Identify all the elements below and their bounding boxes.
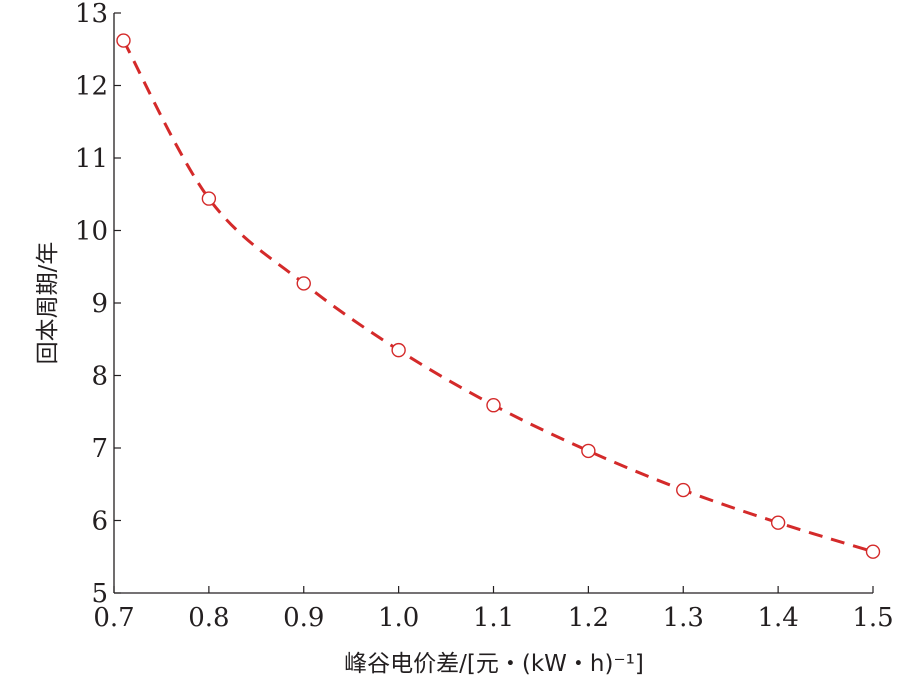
y-tick-label: 13 — [75, 0, 108, 29]
y-tick-label: 10 — [75, 217, 108, 247]
series-markers — [116, 33, 881, 559]
x-tick-label: 1.3 — [663, 603, 704, 633]
x-tick-label: 0.9 — [283, 603, 324, 633]
data-point — [486, 398, 501, 413]
y-tick-label: 9 — [91, 289, 108, 319]
x-tick-label: 0.8 — [188, 603, 229, 633]
data-point — [201, 191, 217, 206]
data-point — [676, 482, 691, 498]
x-tick-label: 1.0 — [378, 603, 419, 633]
y-tick-label: 12 — [75, 72, 108, 102]
x-tick-label: 1.5 — [852, 603, 893, 633]
y-tick-label: 6 — [91, 507, 108, 537]
data-point — [865, 544, 881, 559]
data-point — [770, 515, 786, 530]
x-tick-label: 0.7 — [93, 603, 134, 633]
data-point — [116, 33, 131, 48]
series-line — [122, 39, 874, 554]
plot-area — [113, 13, 873, 594]
data-point — [391, 342, 406, 358]
x-tick-label: 1.2 — [568, 603, 609, 633]
x-tick-label: 1.4 — [757, 603, 798, 633]
axis-ticks: 0.7 0.8 0.9 1.0 1.1 1.2 1.3 1.4 1.5 5 6 7 8 9 10 11 12 13 — [75, 0, 894, 633]
series-curves — [122, 39, 874, 554]
data-point — [296, 276, 311, 291]
y-tick-label: 11 — [75, 144, 108, 174]
data-point — [581, 443, 596, 459]
x-axis-title: 峰谷电价差/[元・(kW・h)⁻¹] — [344, 651, 644, 677]
y-tick-label: 7 — [91, 434, 108, 464]
y-axis-title: 回本周期/年 — [35, 242, 61, 365]
y-tick-label: 8 — [91, 362, 108, 392]
x-tick-label: 1.1 — [473, 603, 514, 633]
y-tick-label: 5 — [91, 579, 108, 609]
